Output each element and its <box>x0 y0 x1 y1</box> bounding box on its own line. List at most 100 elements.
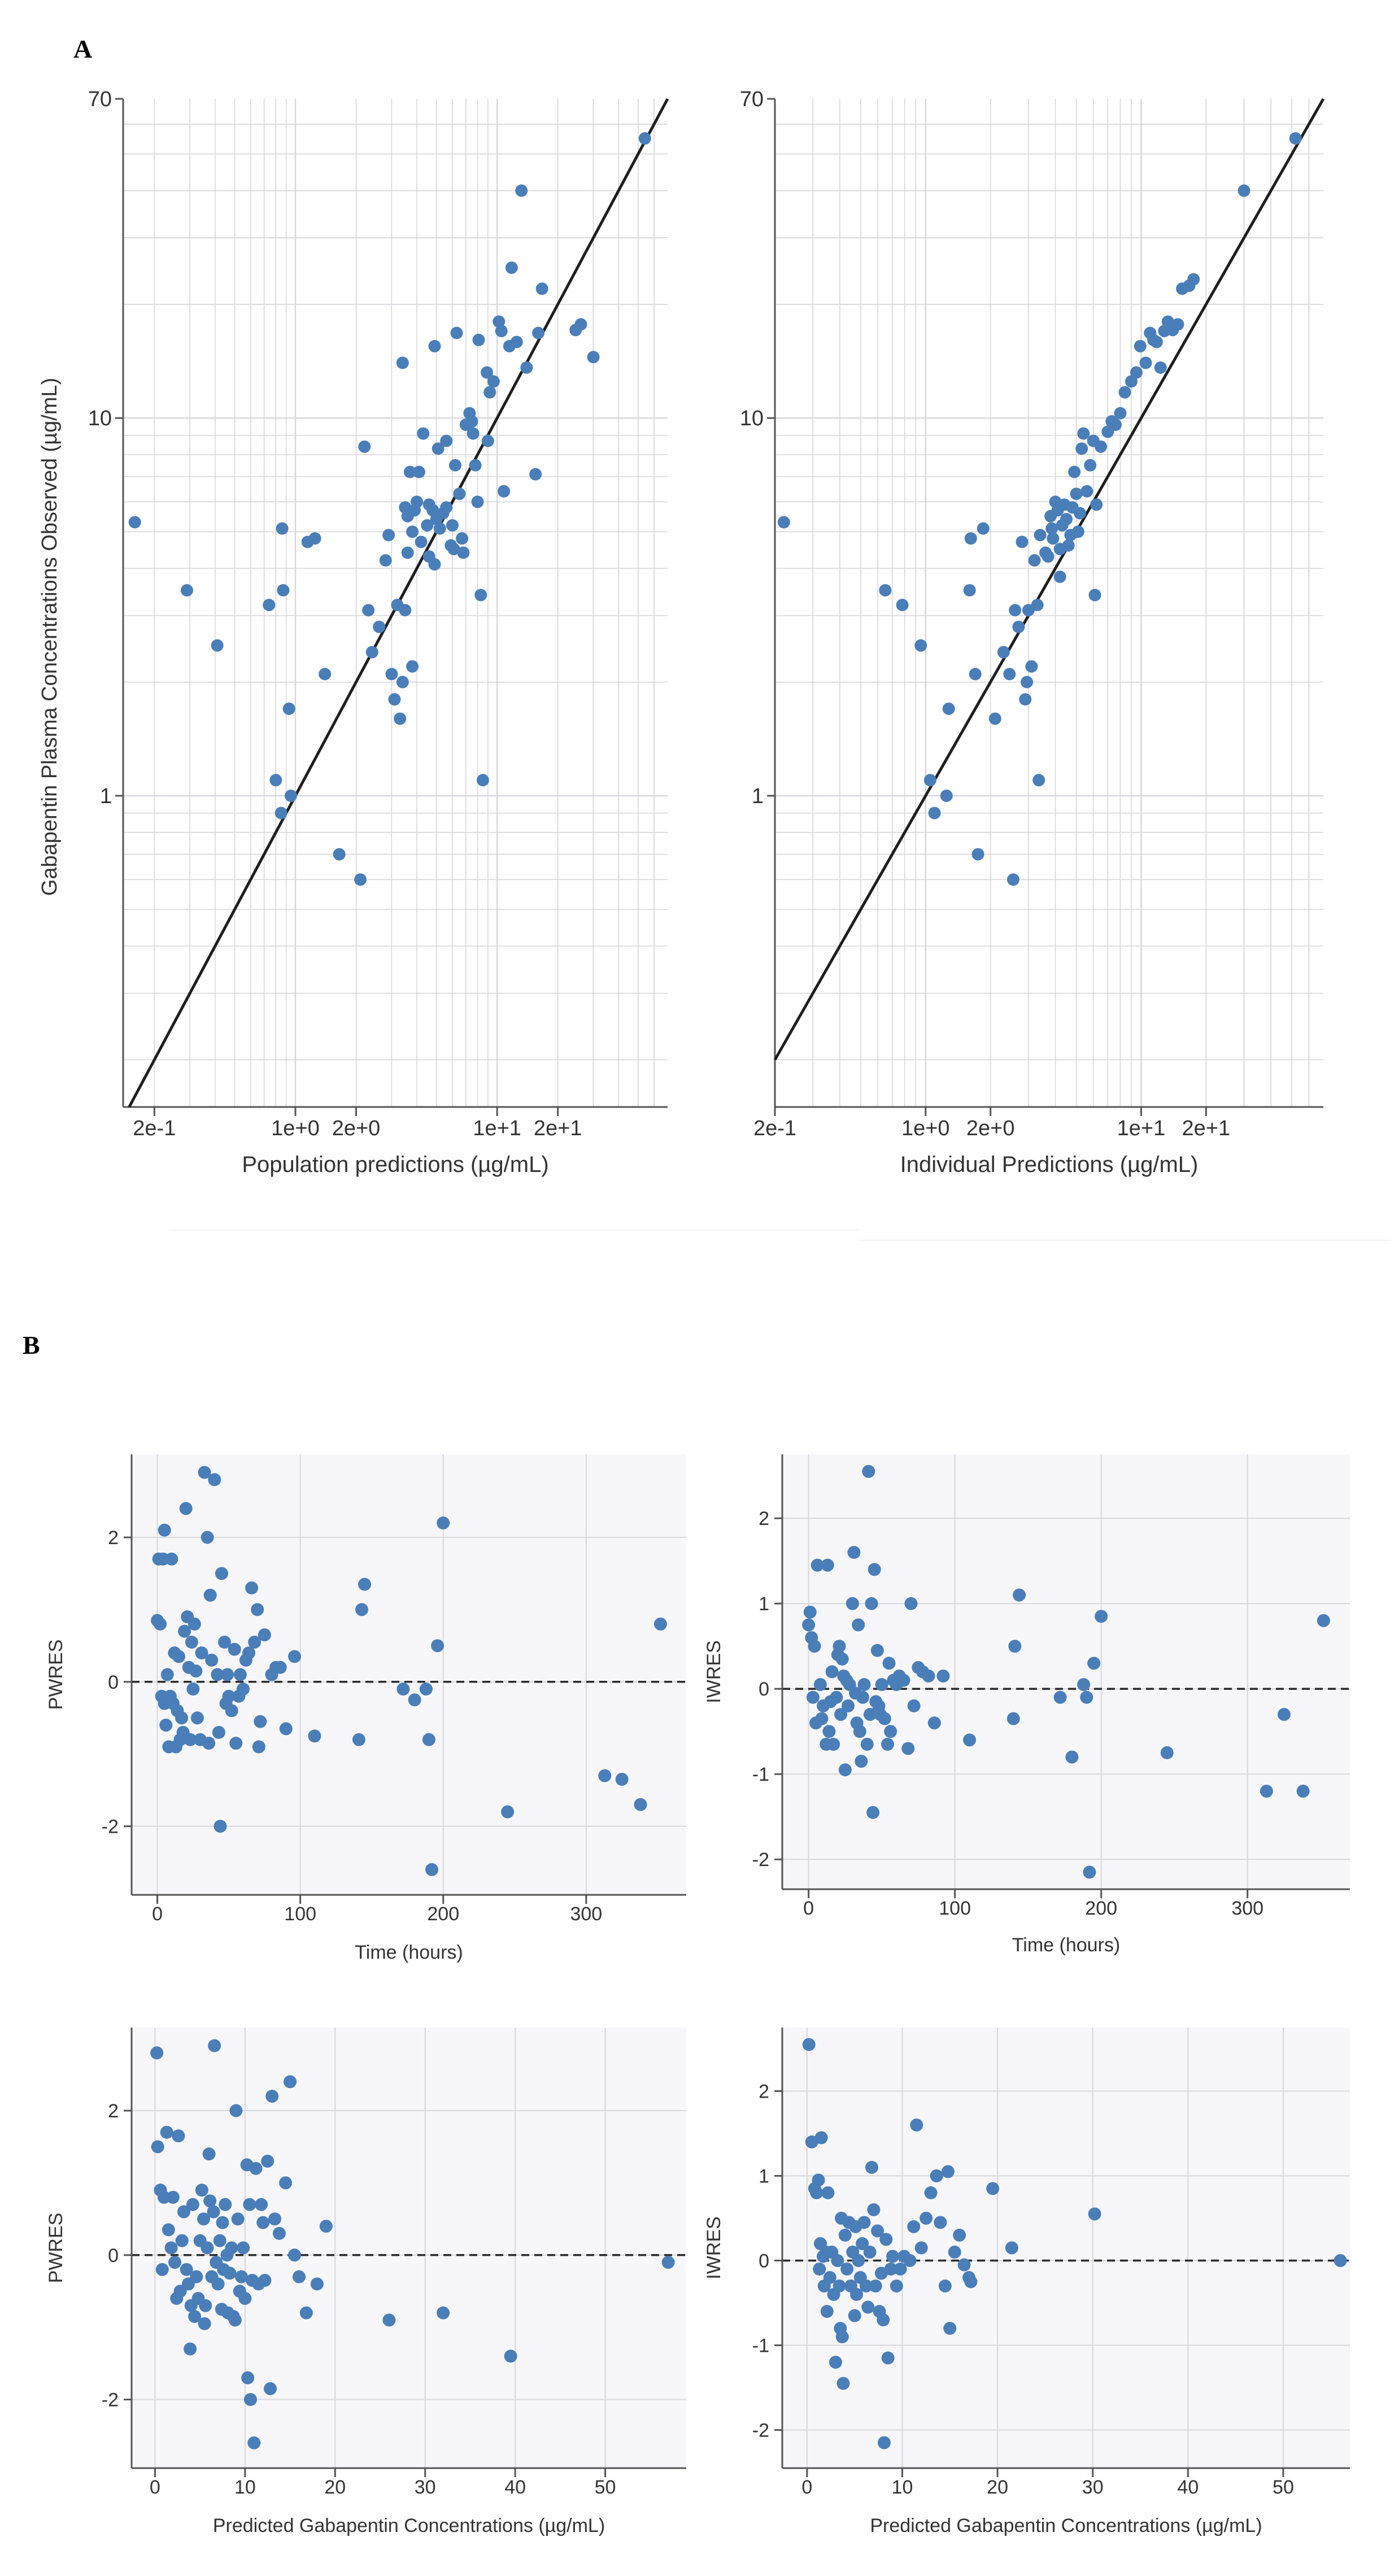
data-point <box>285 789 298 802</box>
data-point <box>881 1737 894 1751</box>
data-point <box>254 1715 267 1728</box>
data-point <box>638 132 651 145</box>
data-point <box>249 2161 263 2175</box>
data-point <box>172 1650 186 1663</box>
data-point <box>245 1581 259 1595</box>
data-point <box>877 2436 891 2449</box>
data-point <box>803 1605 817 1619</box>
data-point <box>419 1683 433 1696</box>
data-point <box>1042 550 1055 563</box>
plot-area <box>775 99 1323 1107</box>
x-tick-label: 300 <box>1231 1898 1263 1919</box>
x-tick-label: 20 <box>324 2477 346 2498</box>
data-point <box>265 2089 279 2103</box>
data-point <box>164 2241 178 2255</box>
data-point <box>802 1618 816 1632</box>
data-point <box>225 1704 238 1718</box>
y-tick-label: -2 <box>102 1816 119 1838</box>
x-tick-label: 2e+0 <box>966 1117 1015 1140</box>
data-point <box>920 2212 933 2225</box>
data-point <box>501 1805 515 1819</box>
data-point <box>385 668 398 681</box>
data-point <box>354 873 367 886</box>
data-point <box>160 2125 173 2139</box>
data-point <box>1053 570 1066 583</box>
data-point <box>1289 132 1302 145</box>
data-point <box>215 1567 228 1580</box>
data-point <box>938 2279 952 2292</box>
x-tick-label: 50 <box>595 2477 616 2498</box>
data-point <box>829 2356 842 2369</box>
faint-divider <box>859 1240 1389 1241</box>
data-point <box>180 2263 193 2276</box>
data-point <box>863 2246 877 2259</box>
data-point <box>255 2198 268 2211</box>
data-point <box>472 333 485 346</box>
data-point <box>1012 620 1025 633</box>
data-point <box>881 2351 895 2365</box>
data-point <box>179 1502 193 1515</box>
data-point <box>433 522 446 535</box>
data-point <box>894 2263 907 2276</box>
data-point <box>1005 2241 1018 2255</box>
data-point <box>856 1690 869 1704</box>
data-point <box>1154 361 1167 374</box>
data-point <box>1118 386 1131 399</box>
y-tick-label: -2 <box>752 2420 769 2442</box>
data-point <box>272 2226 286 2240</box>
data-point <box>813 2263 826 2276</box>
data-point <box>1034 529 1047 542</box>
y-tick-label: 2 <box>759 1508 769 1529</box>
y-tick-label: 70 <box>740 88 764 111</box>
data-point <box>158 1523 171 1537</box>
data-point <box>207 2205 220 2218</box>
data-point <box>180 584 193 597</box>
data-point <box>252 1740 265 1754</box>
data-point <box>877 2313 890 2326</box>
panel-label-b: B <box>23 1331 40 1359</box>
y-axis-title: IWRES <box>703 2216 725 2279</box>
data-point <box>189 1664 203 1678</box>
data-point <box>396 675 409 688</box>
data-point <box>431 1639 445 1653</box>
data-point <box>852 2254 865 2267</box>
data-point <box>208 2039 221 2052</box>
data-point <box>1047 532 1060 545</box>
data-point <box>406 525 419 538</box>
data-point <box>333 848 346 861</box>
data-point <box>860 1737 874 1751</box>
identity-line <box>773 98 1325 1061</box>
data-point <box>394 712 407 725</box>
data-point <box>812 2173 825 2187</box>
data-point <box>510 335 523 348</box>
data-point <box>1028 554 1041 567</box>
data-point <box>820 2305 834 2318</box>
data-point <box>474 589 487 601</box>
x-tick-label: 0 <box>801 2477 812 2498</box>
data-point <box>450 326 463 339</box>
data-point <box>838 1763 852 1777</box>
data-point <box>373 620 386 633</box>
data-point <box>190 1711 204 1725</box>
data-point <box>487 375 500 388</box>
x-tick-label: 0 <box>803 1898 814 1919</box>
data-point <box>857 2216 871 2229</box>
x-tick-label: 1e+1 <box>1117 1117 1166 1140</box>
data-point <box>243 2198 256 2211</box>
data-point <box>198 2317 211 2330</box>
data-point <box>914 2241 928 2255</box>
data-point <box>432 442 445 455</box>
data-point <box>1134 339 1147 352</box>
data-point <box>437 1516 450 1529</box>
data-point <box>154 1617 167 1631</box>
data-point <box>175 1711 189 1725</box>
data-point <box>953 2229 966 2242</box>
data-point <box>836 2377 850 2390</box>
data-point <box>834 1707 848 1721</box>
data-point <box>177 2205 190 2218</box>
data-point <box>428 339 441 352</box>
x-tick-label: 0 <box>150 2477 160 2498</box>
data-point <box>1021 675 1034 688</box>
data-point <box>299 2306 313 2320</box>
data-point <box>238 2292 252 2305</box>
